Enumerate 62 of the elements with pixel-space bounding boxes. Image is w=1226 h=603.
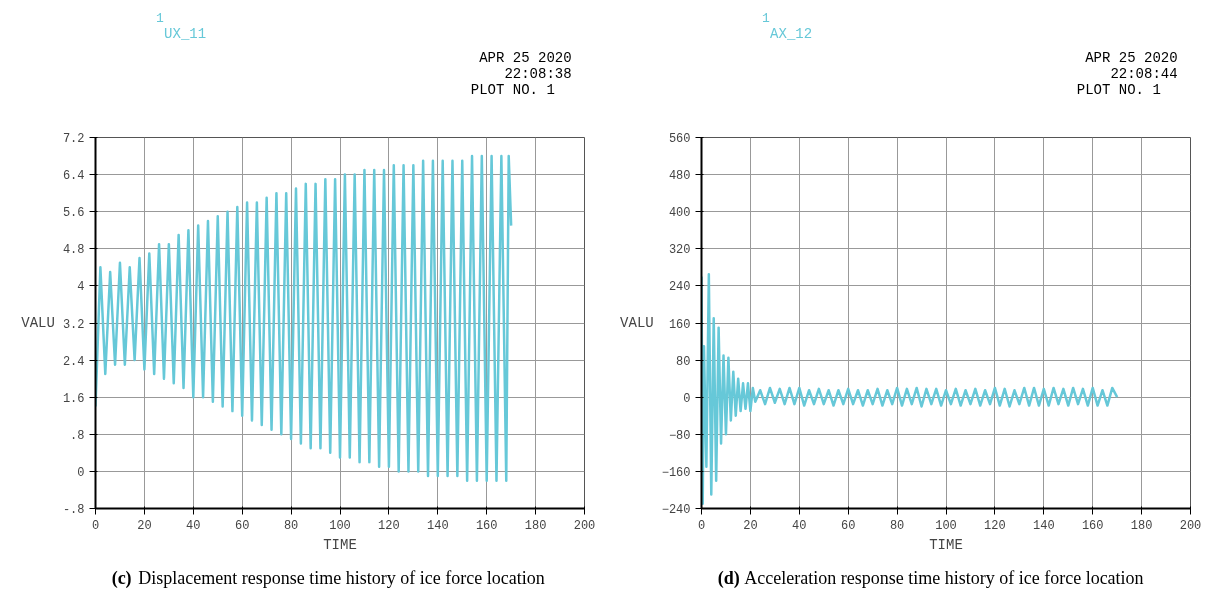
text: APR 25 2020: [479, 49, 572, 66]
line-series: [701, 273, 1119, 506]
x-tick-label: 140: [427, 518, 449, 533]
text: AX_12: [770, 25, 813, 42]
y-tick-label: 4.8: [62, 243, 85, 258]
x-tick-label: 40: [186, 518, 201, 533]
x-tick-label: 80: [283, 518, 299, 533]
x-tick-label: 60: [235, 518, 250, 533]
y-tick-label: 5.6: [62, 206, 85, 221]
y-tick-label: 2.4: [62, 354, 85, 369]
x-tick-label: 0: [91, 518, 100, 533]
text: (d) Acceleration response time history of ice force location: [717, 567, 1144, 589]
text: (c) Displacement response time history of ice force location: [111, 567, 545, 589]
y-tick-label: 400: [668, 206, 691, 221]
y-tick-label: 560: [668, 132, 691, 146]
text: PLOT NO. 1: [470, 81, 555, 98]
y-tick-label: 1.6: [62, 391, 85, 406]
x-tick-label: 40: [792, 518, 807, 533]
text: 1: [762, 10, 771, 26]
y-tick-label: −80: [668, 428, 691, 443]
x-tick-label: 100: [935, 518, 957, 533]
y-tick-label: −240: [661, 503, 691, 517]
y-tick-label: 240: [668, 280, 691, 295]
text: UX_11: [164, 25, 207, 42]
x-tick-label: 120: [984, 518, 1006, 533]
y-tick-label: -.8: [62, 503, 85, 517]
y-tick-label: 320: [668, 243, 691, 258]
x-axis-title: TIME: [323, 536, 357, 553]
x-tick-label: 200: [573, 518, 596, 533]
y-tick-label: 6.4: [62, 169, 85, 184]
x-tick-label: 200: [1179, 518, 1202, 533]
y-axis-title: VALU: [620, 315, 654, 331]
x-axis-title: TIME: [929, 536, 963, 553]
text: 22:08:38: [504, 65, 572, 82]
y-tick-label: −160: [661, 465, 691, 480]
x-tick-label: 100: [329, 518, 351, 533]
x-tick-label: 80: [889, 518, 905, 533]
x-tick-label: 140: [1033, 518, 1055, 533]
x-tick-label: 180: [1130, 518, 1153, 533]
x-tick-label: 180: [524, 518, 547, 533]
text: PLOT NO. 1: [1076, 81, 1161, 98]
x-tick-label: 20: [743, 518, 758, 533]
y-axis-title: VALU: [21, 315, 55, 331]
y-tick-label: 7.2: [62, 132, 85, 146]
y-tick-label: 480: [668, 169, 691, 184]
y-tick-label: 0: [77, 465, 85, 480]
x-tick-label: 60: [841, 518, 856, 533]
y-tick-label: .8: [70, 428, 85, 443]
x-tick-label: 160: [1081, 518, 1104, 533]
text: 1: [156, 10, 165, 26]
y-tick-label: 80: [676, 354, 691, 369]
x-tick-label: 160: [475, 518, 498, 533]
x-tick-label: 20: [137, 518, 152, 533]
y-tick-label: 160: [668, 317, 691, 332]
x-tick-label: 0: [697, 518, 706, 533]
x-tick-label: 120: [378, 518, 400, 533]
y-tick-label: 0: [683, 391, 691, 406]
y-tick-label: 3.2: [62, 317, 85, 332]
text: 22:08:44: [1110, 65, 1178, 82]
text: APR 25 2020: [1085, 49, 1178, 66]
y-tick-label: 4: [77, 280, 85, 295]
line-series: [95, 154, 513, 482]
